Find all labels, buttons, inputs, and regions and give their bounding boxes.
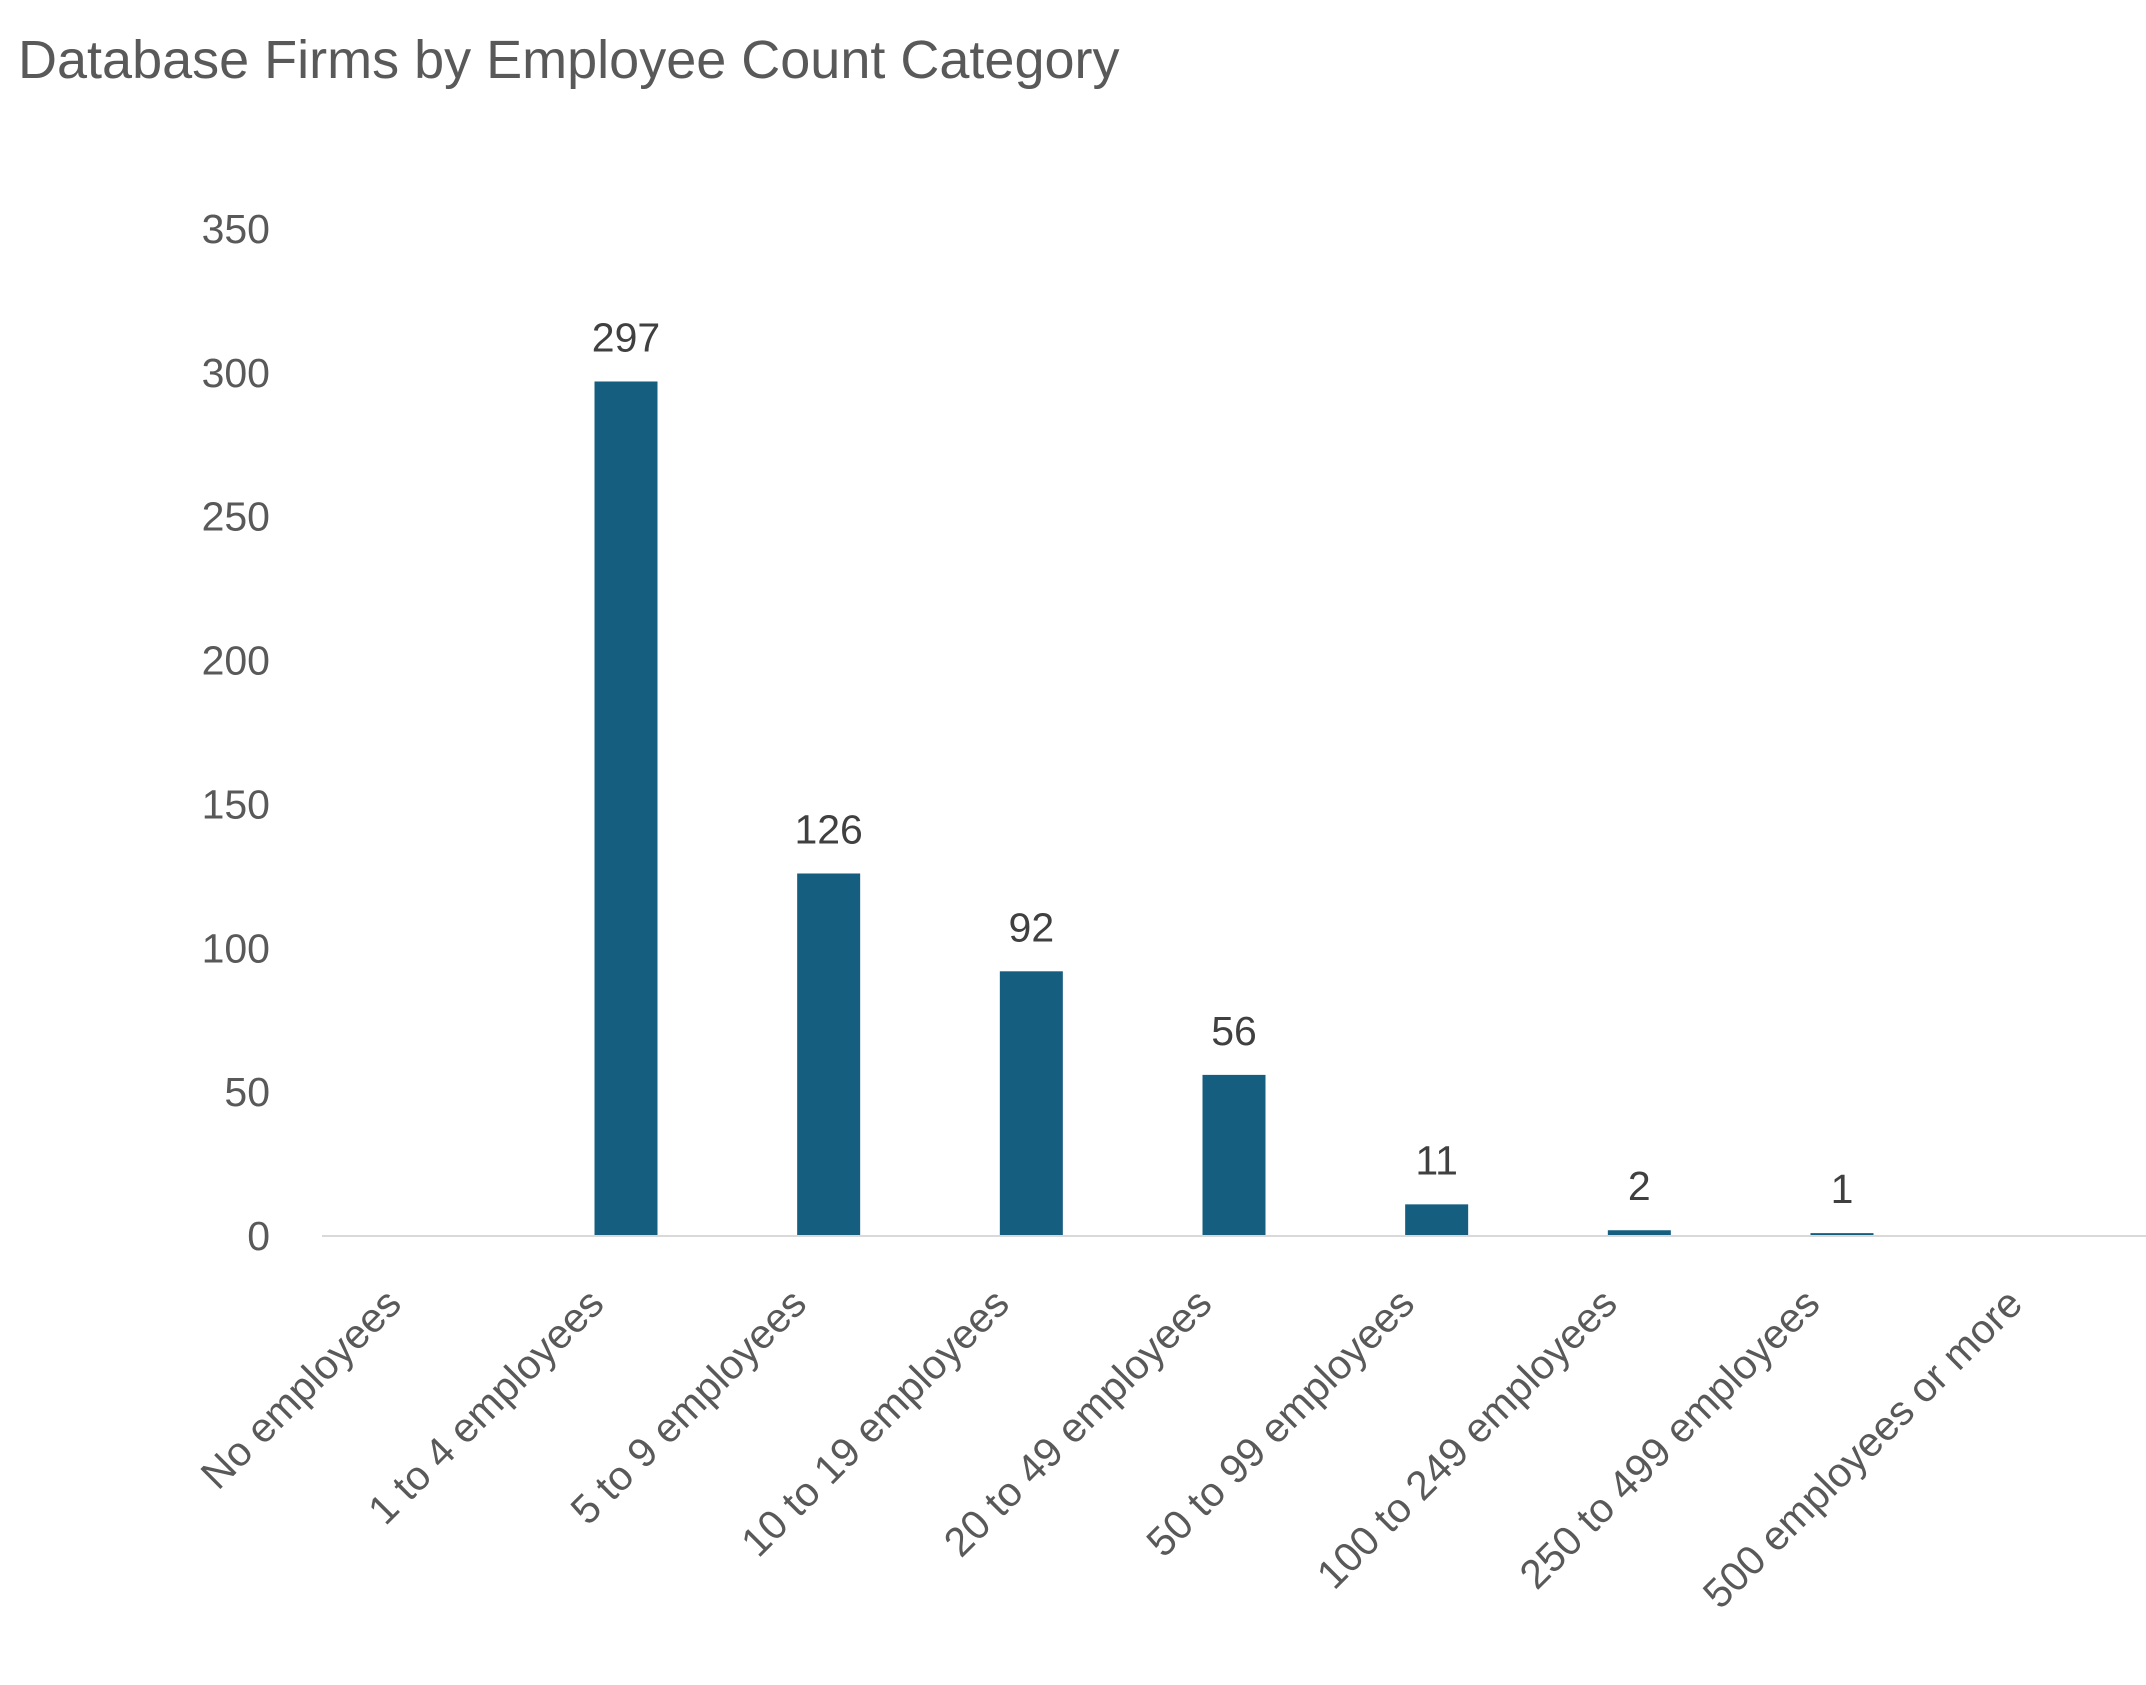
data-label: 56 <box>1211 1008 1257 1054</box>
data-label: 2 <box>1628 1163 1651 1209</box>
y-tick-label: 50 <box>224 1069 270 1115</box>
data-label: 92 <box>1009 904 1055 950</box>
bar <box>797 873 861 1236</box>
data-labels: 297 126 92 56 11 2 1 <box>592 314 1854 1212</box>
y-tick-label: 150 <box>202 781 270 827</box>
bar <box>1607 1230 1671 1236</box>
y-tick-label: 200 <box>202 638 270 684</box>
y-axis: 0 50 100 150 200 250 300 350 <box>202 206 270 1259</box>
data-label: 1 <box>1831 1166 1854 1212</box>
y-tick-label: 300 <box>202 350 270 396</box>
bar <box>1202 1074 1266 1236</box>
bars <box>594 381 1874 1236</box>
bar <box>1405 1204 1469 1236</box>
y-tick-label: 100 <box>202 925 270 971</box>
bar <box>1810 1233 1874 1236</box>
y-tick-label: 350 <box>202 206 270 252</box>
bar <box>594 381 658 1236</box>
bar <box>999 971 1063 1236</box>
x-tick-label: No employees <box>192 1280 410 1498</box>
chart-title: Database Firms by Employee Count Categor… <box>18 30 1120 90</box>
data-label: 11 <box>1415 1137 1458 1183</box>
y-tick-label: 250 <box>202 494 270 540</box>
data-label: 297 <box>592 314 660 360</box>
y-tick-label: 0 <box>247 1213 270 1259</box>
data-label: 126 <box>794 806 862 852</box>
